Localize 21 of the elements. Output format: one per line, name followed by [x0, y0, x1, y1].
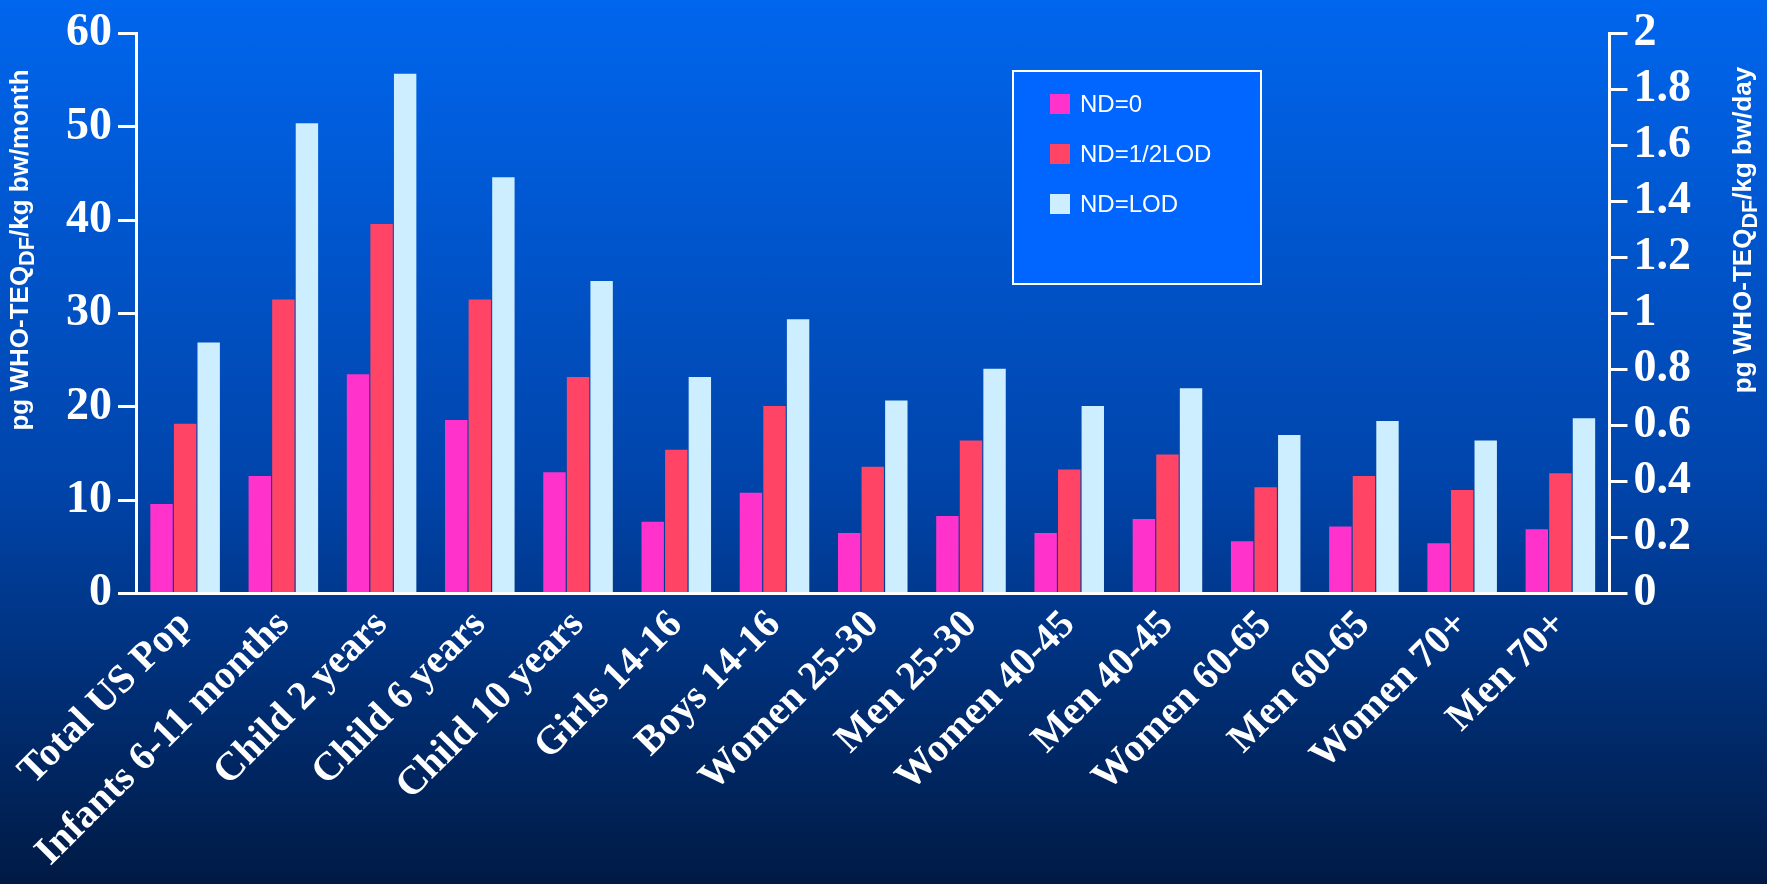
- y2-tick-label: 1: [1633, 284, 1657, 336]
- y-tick-label: 60: [66, 4, 112, 56]
- legend-label: ND=0: [1080, 90, 1143, 118]
- y2-tick-label: 0.6: [1633, 396, 1691, 448]
- y-tick-label: 50: [66, 97, 112, 149]
- y-tick-label: 20: [66, 377, 112, 429]
- y-tick-label: 10: [66, 471, 112, 523]
- legend-label: ND=1/2LOD: [1080, 140, 1212, 168]
- y-tick-label: 0: [89, 564, 112, 616]
- y2-tick-label: 1.4: [1633, 172, 1691, 224]
- y2-tick-label: 1.6: [1633, 116, 1691, 168]
- y2-tick-label: 1.8: [1633, 60, 1691, 112]
- legend-label: ND=LOD: [1080, 190, 1179, 218]
- y2-tick-label: 0.2: [1633, 508, 1691, 560]
- y2-tick-label: 0: [1633, 564, 1657, 616]
- y2-tick-label: 0.4: [1633, 452, 1691, 504]
- y2-tick-label: 1.2: [1633, 228, 1691, 280]
- y-tick-label: 30: [66, 284, 112, 336]
- y2-tick-label: 0.8: [1633, 340, 1691, 392]
- y2-tick-label: 2: [1633, 4, 1657, 56]
- y-tick-label: 40: [66, 191, 112, 243]
